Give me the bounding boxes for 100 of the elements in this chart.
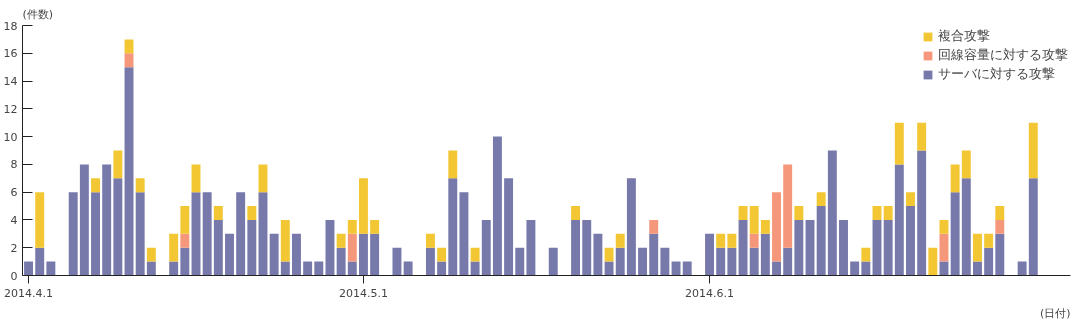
bar xyxy=(314,261,324,276)
bar xyxy=(135,192,145,276)
bar xyxy=(102,164,112,276)
bar xyxy=(269,233,279,276)
bar xyxy=(191,164,201,193)
bar xyxy=(671,261,681,276)
bar xyxy=(492,136,502,276)
bar xyxy=(749,206,759,234)
bar xyxy=(928,247,938,276)
bar xyxy=(682,261,692,276)
bar xyxy=(403,261,413,276)
bar xyxy=(961,178,971,276)
y-tick-label: 18 xyxy=(3,19,18,33)
bar xyxy=(470,261,480,276)
y-tick-label: 4 xyxy=(10,213,18,227)
bar xyxy=(939,219,949,234)
bar xyxy=(79,164,89,276)
bar xyxy=(615,233,625,248)
bar xyxy=(783,164,793,248)
bar xyxy=(358,178,368,234)
bar xyxy=(1017,261,1027,276)
bar xyxy=(827,150,837,276)
bar xyxy=(571,219,581,276)
y-tick-label: 10 xyxy=(3,130,18,144)
bar xyxy=(760,233,770,276)
bar xyxy=(883,206,893,220)
bar xyxy=(615,247,625,276)
bar xyxy=(984,233,994,248)
legend-label: 回線容量に対する攻撃 xyxy=(938,46,1068,64)
bar xyxy=(738,206,748,220)
bar xyxy=(370,233,380,276)
bar xyxy=(169,233,179,262)
bar xyxy=(91,178,100,193)
bar xyxy=(950,192,960,276)
bar xyxy=(1028,122,1038,179)
bar xyxy=(582,219,592,276)
bar xyxy=(626,178,636,276)
bar xyxy=(984,247,994,276)
bar xyxy=(727,247,737,276)
bar xyxy=(358,233,368,276)
bar xyxy=(247,206,257,220)
legend-label: サーバに対する攻撃 xyxy=(938,65,1055,83)
bar xyxy=(950,164,960,193)
y-tick-label: 2 xyxy=(10,241,18,255)
bar xyxy=(604,261,614,276)
bar xyxy=(35,192,45,248)
bar xyxy=(280,219,290,262)
bar xyxy=(236,192,246,276)
bar xyxy=(146,247,156,262)
bar xyxy=(660,247,670,276)
bar xyxy=(526,219,536,276)
bar xyxy=(649,219,659,234)
y-tick-label: 14 xyxy=(3,75,18,89)
x-tick-label: 2014.5.1 xyxy=(338,286,388,300)
bar xyxy=(749,247,759,276)
bar xyxy=(1028,178,1038,276)
bar xyxy=(571,206,581,220)
bar xyxy=(180,247,190,276)
y-tick-label: 12 xyxy=(3,102,18,116)
bar xyxy=(347,219,357,234)
bar xyxy=(437,247,447,262)
bar xyxy=(448,150,458,179)
bar xyxy=(336,233,346,248)
bar xyxy=(716,247,726,276)
bar xyxy=(816,192,826,207)
x-axis-title: (日付) xyxy=(1039,306,1071,320)
bar xyxy=(68,192,78,276)
bar xyxy=(448,178,458,276)
bar xyxy=(336,247,346,276)
bar xyxy=(649,233,659,276)
bar xyxy=(839,219,848,276)
y-tick-label: 16 xyxy=(3,47,18,61)
bar xyxy=(548,247,558,276)
bar xyxy=(146,261,156,276)
bar xyxy=(894,122,904,165)
bar xyxy=(772,261,781,276)
bar xyxy=(225,233,234,276)
bar xyxy=(135,178,145,193)
bar xyxy=(917,150,927,276)
bar xyxy=(124,53,134,68)
legend-label: 複合攻撃 xyxy=(938,27,990,45)
x-tick-label: 2014.6.1 xyxy=(685,286,735,300)
bar xyxy=(113,150,123,179)
bar xyxy=(760,219,770,234)
bar xyxy=(917,122,927,151)
bar xyxy=(593,233,603,276)
bar xyxy=(973,261,982,276)
bar xyxy=(816,206,826,276)
bar xyxy=(46,261,56,276)
bar xyxy=(459,192,469,276)
bar xyxy=(727,233,737,248)
bar xyxy=(872,206,882,220)
bar xyxy=(794,219,804,276)
bar xyxy=(481,219,491,276)
x-tick-label: 2014.4.1 xyxy=(4,286,54,300)
bar xyxy=(783,247,793,276)
bar xyxy=(638,247,648,276)
bar xyxy=(425,233,435,248)
bar xyxy=(772,192,781,262)
bar xyxy=(515,247,525,276)
